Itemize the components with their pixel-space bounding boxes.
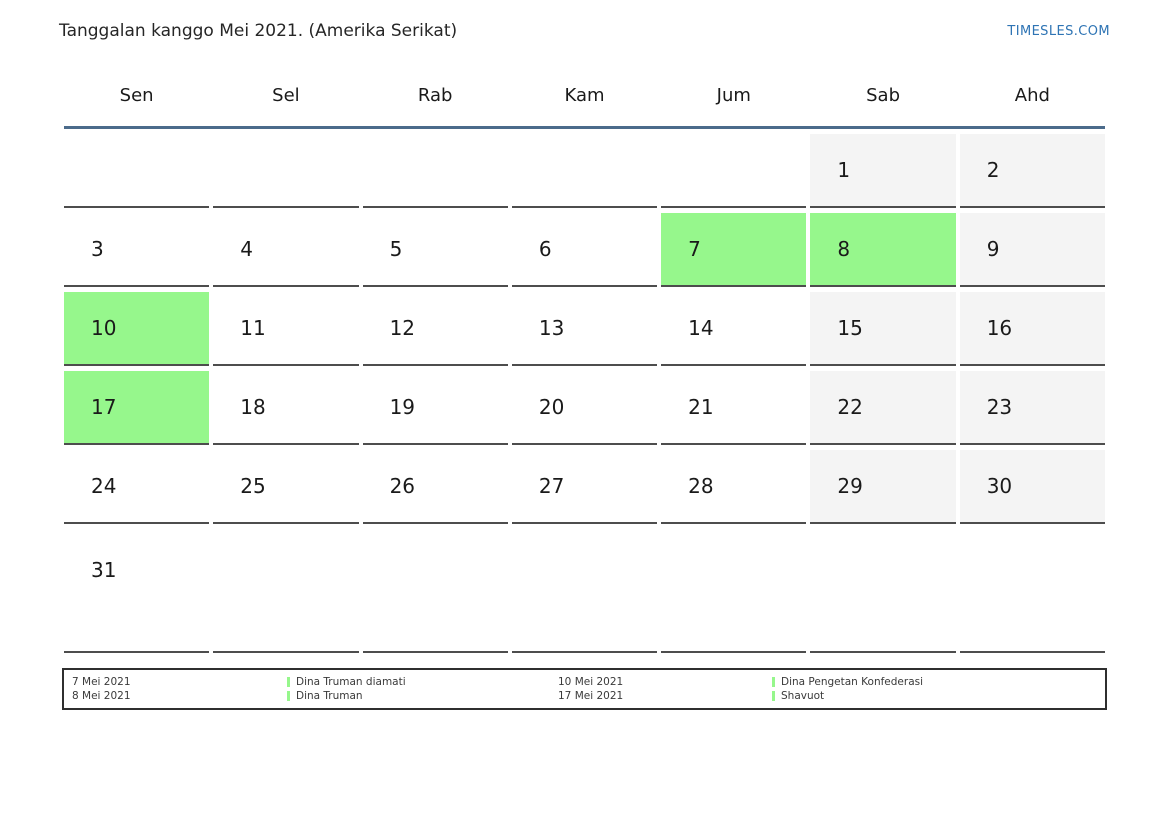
legend-date: 7 Mei 2021 — [72, 676, 131, 688]
day-cell: 26 — [362, 450, 508, 524]
day-cell: 24 — [64, 450, 210, 524]
day-cell — [959, 529, 1105, 653]
day-cell: 11 — [213, 292, 359, 366]
day-cell: 7 — [661, 213, 807, 287]
weekday-label-sel: Sel — [272, 85, 300, 106]
day-cell: 19 — [362, 371, 508, 445]
legend-box: 7 Mei 2021 8 Mei 2021 Dina Truman diamat… — [62, 668, 1107, 710]
day-cell: 27 — [511, 450, 658, 524]
legend-event-label: Dina Pengetan Konfederasi — [781, 676, 924, 688]
legend-date: 10 Mei 2021 — [558, 676, 624, 688]
day-cell: 4 — [213, 213, 359, 287]
day-cell — [213, 529, 359, 653]
day-cell — [511, 134, 658, 208]
day-cell — [362, 529, 508, 653]
legend-dates-column-2: 10 Mei 2021 17 Mei 2021 — [558, 675, 772, 703]
legend-event-label: Dina Truman diamati — [296, 676, 406, 688]
day-cell: 22 — [810, 371, 956, 445]
day-cell: 16 — [959, 292, 1105, 366]
weekday-label-jum: Jum — [716, 85, 751, 106]
day-cell: 2 — [959, 134, 1105, 208]
legend-events-column-2: Dina Pengetan Konfederasi Shavuot — [772, 675, 1105, 703]
day-cell: 23 — [959, 371, 1105, 445]
day-cell: 25 — [213, 450, 359, 524]
weekday-label-ahd: Ahd — [1014, 85, 1050, 106]
day-cell — [64, 134, 210, 208]
legend-event-row: Dina Pengetan Konfederasi — [772, 675, 1105, 689]
day-cell: 1 — [810, 134, 956, 208]
day-cell: 14 — [661, 292, 807, 366]
legend-date: 17 Mei 2021 — [558, 690, 624, 702]
day-cell: 10 — [64, 292, 210, 366]
day-cell: 28 — [661, 450, 807, 524]
day-cell: 15 — [810, 292, 956, 366]
day-cell — [362, 134, 508, 208]
legend-event-label: Shavuot — [781, 690, 825, 702]
day-cell — [213, 134, 359, 208]
event-marker-icon — [772, 691, 775, 701]
day-cell: 31 — [64, 529, 210, 653]
legend-dates-column-1: 7 Mei 2021 8 Mei 2021 — [72, 675, 287, 703]
day-cell: 6 — [511, 213, 658, 287]
legend-event-row: Dina Truman diamati — [287, 675, 558, 689]
calendar-grid: 1 2 3 4 5 6 7 8 9 10 11 12 13 14 15 16 1… — [64, 129, 1105, 653]
page-title: Tanggalan kanggo Mei 2021. (Amerika Seri… — [59, 21, 458, 41]
weekday-header-row: Sen Sel Rab Kam Jum Sab Ahd — [64, 85, 1105, 129]
legend-date: 8 Mei 2021 — [72, 690, 131, 702]
day-cell — [810, 529, 956, 653]
legend-event-row: Shavuot — [772, 689, 1105, 703]
day-cell: 5 — [362, 213, 508, 287]
day-cell: 20 — [511, 371, 658, 445]
legend-event-row: Dina Truman — [287, 689, 558, 703]
legend-event-label: Dina Truman — [296, 690, 363, 702]
day-cell: 9 — [959, 213, 1105, 287]
weekday-label-sab: Sab — [866, 85, 900, 106]
day-cell: 30 — [959, 450, 1105, 524]
legend-events-column-1: Dina Truman diamati Dina Truman — [287, 675, 558, 703]
day-cell: 3 — [64, 213, 210, 287]
event-marker-icon — [772, 677, 775, 687]
day-cell: 12 — [362, 292, 508, 366]
top-bar: Tanggalan kanggo Mei 2021. (Amerika Seri… — [0, 0, 1169, 41]
weekday-label-sen: Sen — [119, 85, 154, 106]
event-marker-icon — [287, 677, 290, 687]
weekday-label-rab: Rab — [417, 85, 453, 106]
day-cell — [661, 134, 807, 208]
day-cell: 21 — [661, 371, 807, 445]
weekday-label-kam: Kam — [564, 85, 605, 106]
brand-link[interactable]: TIMESLES.COM — [1007, 24, 1110, 39]
day-cell: 18 — [213, 371, 359, 445]
event-marker-icon — [287, 691, 290, 701]
day-cell: 17 — [64, 371, 210, 445]
day-cell: 8 — [810, 213, 956, 287]
day-cell — [511, 529, 658, 653]
day-cell: 29 — [810, 450, 956, 524]
day-cell: 13 — [511, 292, 658, 366]
day-cell — [661, 529, 807, 653]
